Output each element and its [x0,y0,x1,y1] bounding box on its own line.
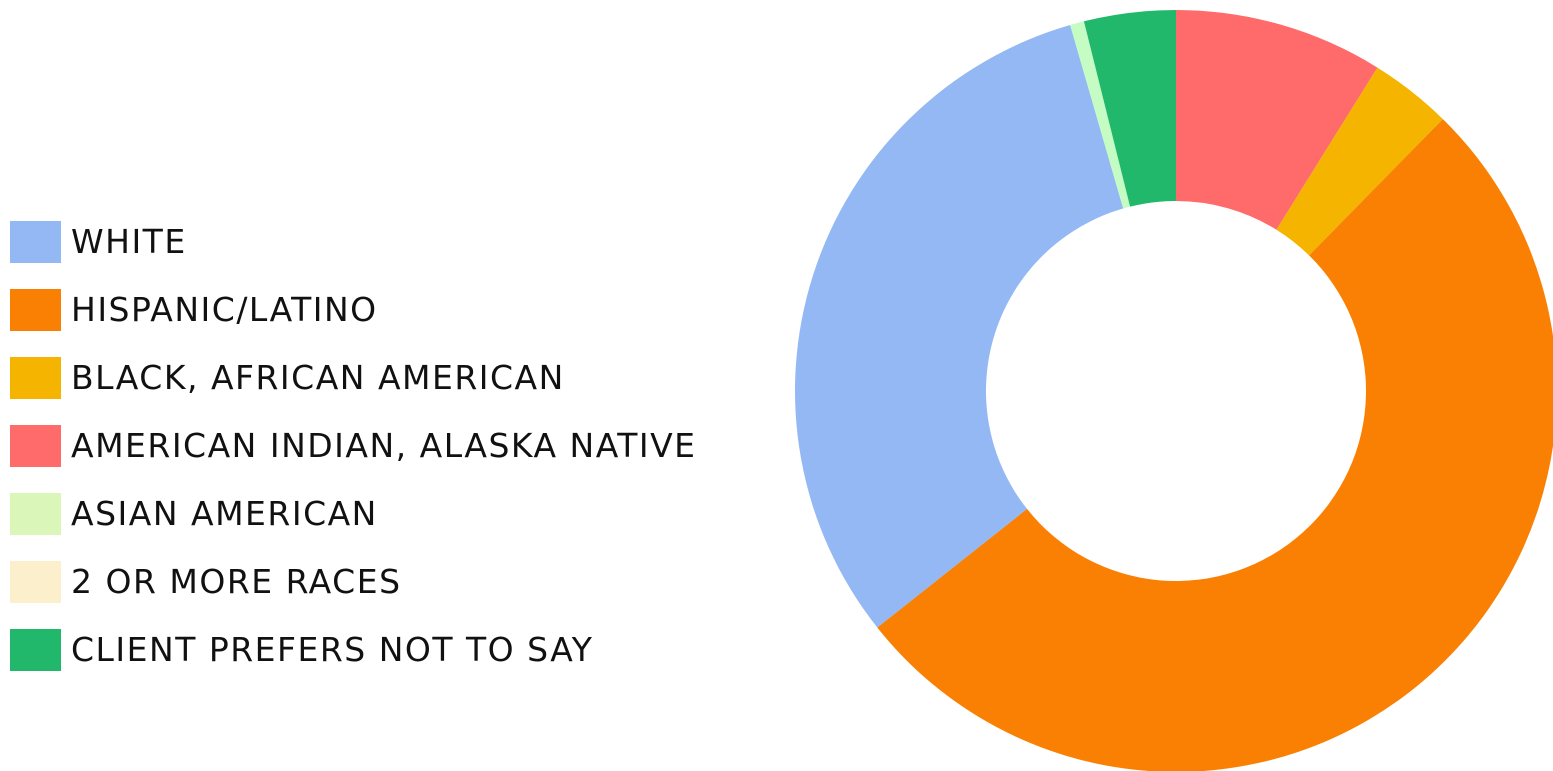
legend-label-asian-american: ASIAN AMERICAN [71,494,378,533]
legend-item-american-indian-alaska-native: AMERICAN INDIAN, ALASKA NATIVE [10,425,697,467]
legend-item-client-prefers-not-to-say: CLIENT PREFERS NOT TO SAY [10,629,697,671]
legend-label-black-african-american: BLACK, AFRICAN AMERICAN [71,358,565,397]
legend-swatch-american-indian-alaska-native [10,425,61,467]
donut-slice-hispanic-latino [877,119,1553,771]
legend-item-asian-american: ASIAN AMERICAN [10,493,697,535]
legend-item-white: WHITE [10,221,697,263]
donut-slice-white [794,25,1124,628]
legend-item-hispanic-latino: HISPANIC/LATINO [10,289,697,331]
legend-label-white: WHITE [71,222,187,261]
legend-label-hispanic-latino: HISPANIC/LATINO [71,290,378,329]
donut-slice-asian-american [1070,21,1131,209]
legend-swatch-two-or-more-races [10,561,61,603]
donut-slice-black-african-american [1276,67,1443,256]
legend-swatch-white [10,221,61,263]
legend-swatch-asian-american [10,493,61,535]
legend-swatch-hispanic-latino [10,289,61,331]
legend-item-two-or-more-races: 2 OR MORE RACES [10,561,697,603]
chart-legend: WHITE HISPANIC/LATINO BLACK, AFRICAN AME… [10,221,697,671]
legend-item-black-african-american: BLACK, AFRICAN AMERICAN [10,357,697,399]
legend-swatch-black-african-american [10,357,61,399]
donut-slice-american-indian-alaska-native [1176,10,1378,230]
legend-label-american-indian-alaska-native: AMERICAN INDIAN, ALASKA NATIVE [71,426,697,465]
legend-swatch-client-prefers-not-to-say [10,629,61,671]
donut-slice-client-prefers-not-to-say [1083,10,1176,207]
donut-slices [794,10,1553,771]
legend-label-two-or-more-races: 2 OR MORE RACES [71,562,402,601]
legend-label-client-prefers-not-to-say: CLIENT PREFERS NOT TO SAY [71,630,594,669]
